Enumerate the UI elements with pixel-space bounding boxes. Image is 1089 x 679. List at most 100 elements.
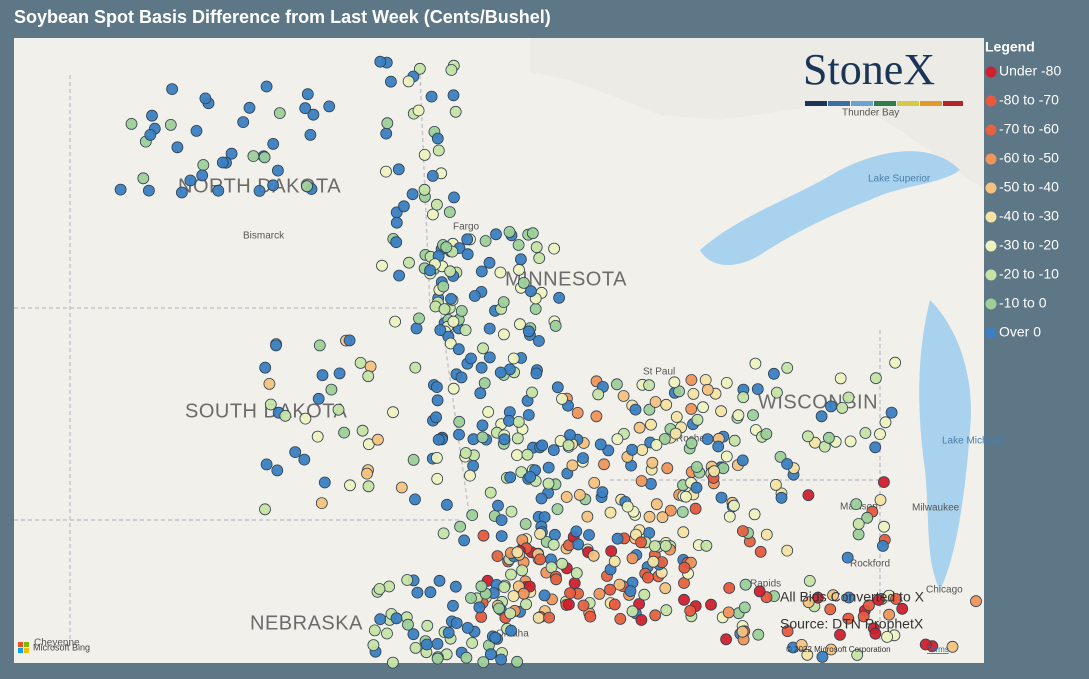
bid-dot bbox=[410, 322, 423, 335]
bid-dot bbox=[424, 264, 437, 277]
bid-dot bbox=[624, 585, 637, 597]
bid-dot bbox=[459, 447, 472, 459]
bid-dot bbox=[635, 536, 647, 549]
bid-dot bbox=[426, 208, 439, 221]
bid-dot bbox=[465, 352, 477, 365]
bid-dot bbox=[431, 638, 444, 650]
bid-dot bbox=[478, 377, 491, 390]
terms-link[interactable]: Terms bbox=[927, 645, 949, 654]
bid-dot bbox=[430, 381, 443, 394]
bid-dot bbox=[613, 578, 626, 591]
bid-dot bbox=[919, 638, 932, 651]
bid-dot bbox=[362, 370, 375, 383]
bid-dot bbox=[705, 598, 717, 611]
bid-dot bbox=[551, 503, 564, 516]
copyright: © 2022 Microsoft Corporation bbox=[786, 645, 891, 654]
bid-dot bbox=[455, 305, 468, 317]
bid-dot bbox=[420, 638, 433, 651]
bid-dot bbox=[517, 276, 530, 289]
bid-dot bbox=[468, 290, 481, 302]
bid-dot bbox=[401, 574, 414, 586]
bid-dot bbox=[430, 198, 443, 211]
bid-dot bbox=[407, 628, 420, 641]
bid-dot bbox=[548, 242, 560, 255]
bid-dot bbox=[260, 80, 273, 93]
bid-dot bbox=[438, 303, 451, 316]
bid-dot bbox=[781, 544, 794, 557]
bid-dot bbox=[237, 116, 250, 128]
bid-dot bbox=[883, 608, 895, 621]
bid-dot bbox=[701, 433, 714, 446]
bid-dot bbox=[380, 165, 392, 178]
bid-dot bbox=[701, 383, 714, 396]
bid-dot bbox=[171, 141, 184, 154]
bid-dot bbox=[259, 361, 272, 374]
bid-dot bbox=[376, 259, 388, 272]
bid-dot bbox=[878, 520, 890, 533]
bid-dot bbox=[497, 328, 510, 341]
bid-dot bbox=[594, 438, 607, 451]
bid-dot bbox=[504, 607, 517, 620]
bid-dot bbox=[563, 598, 575, 611]
bid-dot bbox=[626, 552, 639, 565]
bid-dot bbox=[522, 409, 535, 421]
bid-dot bbox=[458, 534, 471, 547]
city-label: Bismarck bbox=[243, 231, 285, 242]
bid-dot bbox=[626, 443, 638, 456]
bid-dot bbox=[449, 105, 462, 118]
bid-dot bbox=[318, 476, 331, 489]
bid-dot bbox=[577, 452, 589, 465]
bid-dot bbox=[649, 609, 662, 622]
bid-dot bbox=[532, 611, 545, 624]
bid-dot bbox=[166, 83, 179, 95]
bid-dot bbox=[494, 366, 507, 379]
bid-dot bbox=[450, 617, 463, 629]
bid-dot bbox=[598, 458, 610, 471]
bid-dot bbox=[736, 625, 749, 638]
bid-dot bbox=[573, 488, 586, 501]
bid-dot bbox=[411, 586, 424, 599]
bid-dot bbox=[691, 461, 703, 473]
bid-dot bbox=[512, 415, 525, 428]
bid-dot bbox=[434, 324, 447, 337]
bid-dot bbox=[225, 147, 238, 160]
bid-dot bbox=[533, 335, 545, 347]
bid-dot bbox=[530, 367, 543, 380]
bid-dot bbox=[505, 624, 518, 637]
bid-dot bbox=[307, 108, 320, 121]
bid-dot bbox=[560, 491, 573, 503]
bid-dot bbox=[685, 374, 698, 386]
bid-dot bbox=[841, 551, 854, 564]
bid-dot bbox=[562, 439, 575, 452]
bid-dot bbox=[738, 601, 751, 614]
bid-dot bbox=[402, 75, 415, 88]
bid-dot bbox=[842, 612, 855, 625]
bid-dot bbox=[299, 412, 312, 425]
bid-dot bbox=[271, 164, 284, 177]
bid-dot bbox=[564, 587, 576, 599]
bid-dot bbox=[421, 619, 434, 632]
note: All Bids Converted to X bbox=[780, 589, 925, 605]
bid-dot bbox=[452, 343, 465, 356]
bid-dot bbox=[781, 458, 793, 470]
bid-dot bbox=[715, 405, 727, 418]
bid-dot bbox=[432, 433, 445, 446]
bid-dot bbox=[587, 549, 600, 562]
bid-dot bbox=[626, 605, 639, 618]
bid-dot bbox=[216, 156, 229, 169]
bid-dot bbox=[635, 475, 648, 487]
bid-dot bbox=[728, 434, 741, 447]
bid-dot bbox=[581, 510, 594, 523]
map: NORTH DAKOTA MINNESOTA SOUTH DAKOTA WISC… bbox=[14, 38, 1006, 669]
bid-dot bbox=[475, 580, 488, 593]
water-label: Lake Superior bbox=[868, 174, 931, 185]
bid-dot bbox=[444, 265, 457, 278]
bid-dot bbox=[775, 491, 788, 504]
bid-dot bbox=[547, 444, 560, 457]
bid-dot bbox=[409, 642, 422, 654]
bid-dot bbox=[760, 528, 773, 541]
bid-dot bbox=[491, 550, 504, 562]
bid-dot bbox=[354, 356, 367, 369]
bid-dot bbox=[483, 351, 496, 364]
bid-dot bbox=[570, 525, 583, 538]
